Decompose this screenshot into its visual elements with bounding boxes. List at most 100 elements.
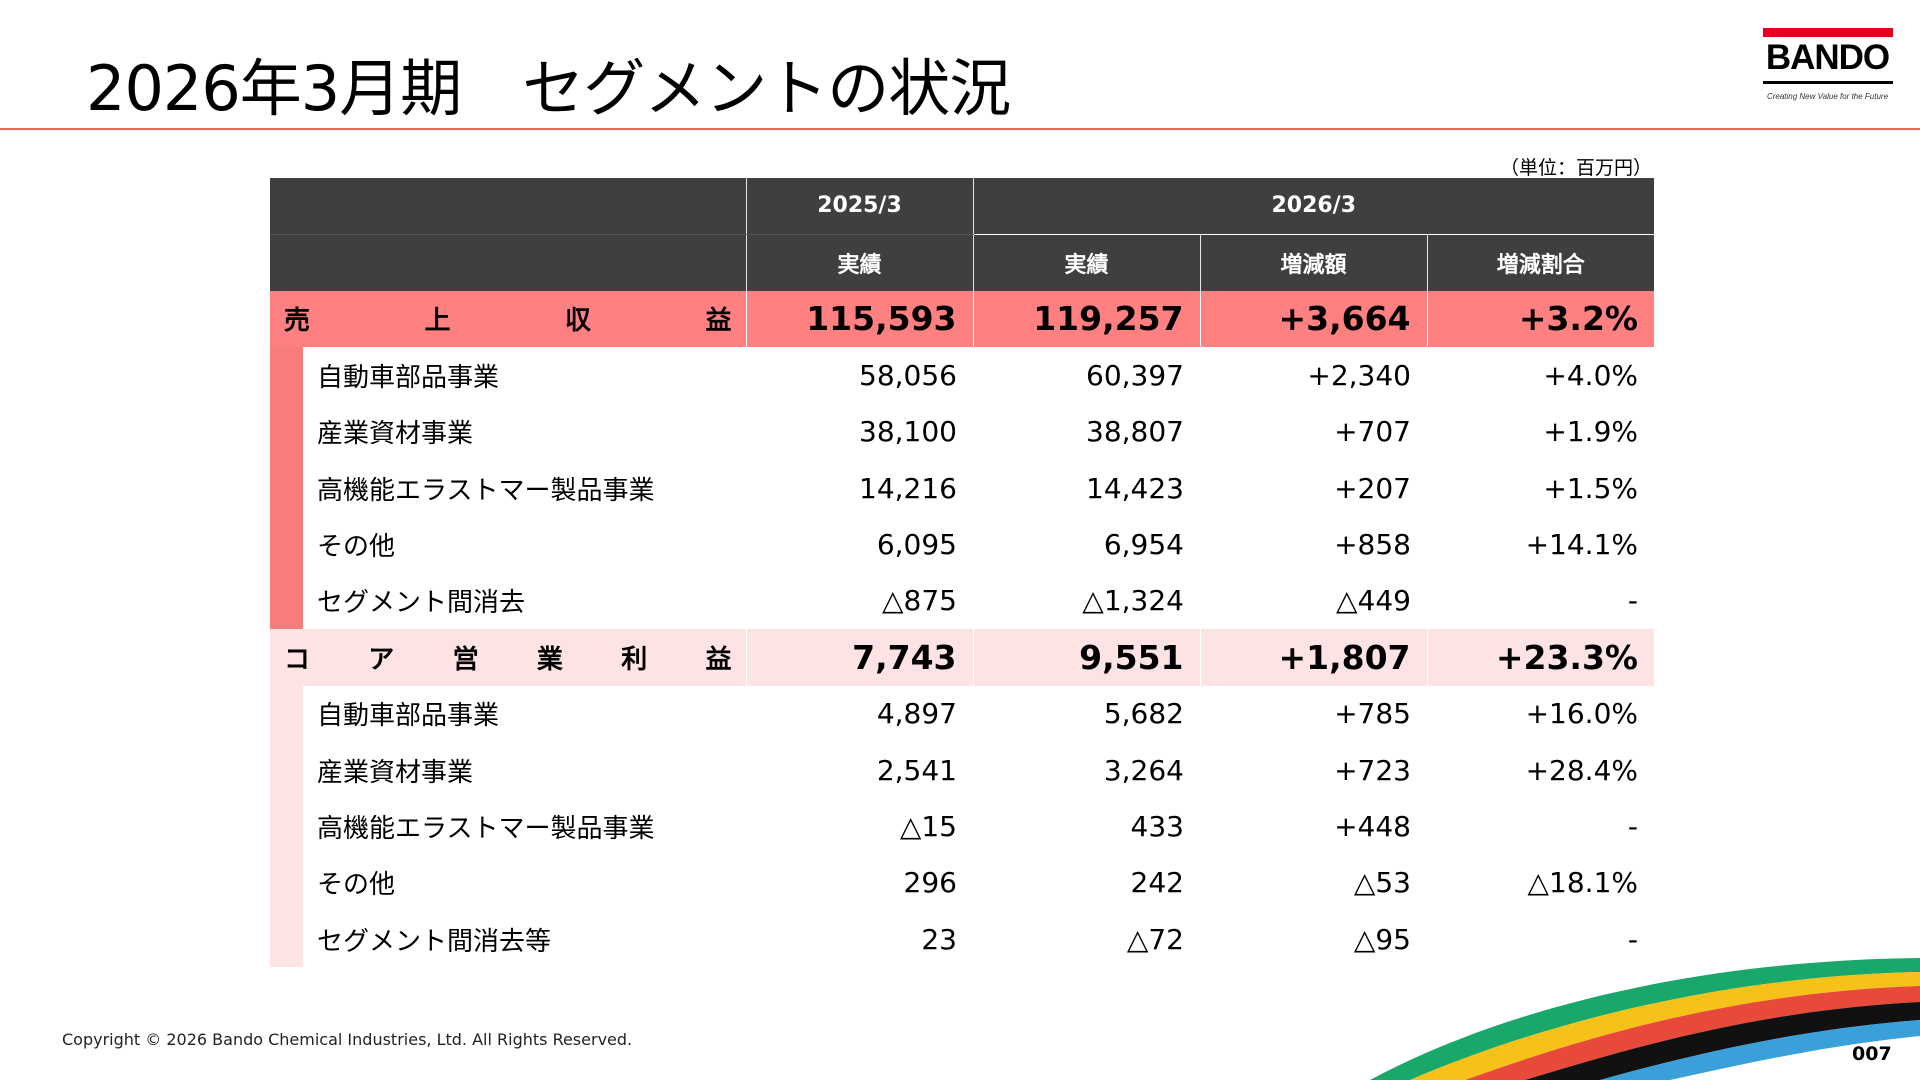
revenue-band	[270, 403, 303, 460]
value-rate: +4.0%	[1543, 358, 1638, 392]
revenue-label-char: 益	[705, 306, 732, 337]
value-rate: +28.4%	[1525, 753, 1638, 787]
revenue-rate: +3.2%	[1426, 290, 1654, 348]
value-change: +2,340	[1307, 358, 1411, 392]
revenue-band	[270, 572, 303, 630]
value-rate: +1.5%	[1543, 471, 1638, 505]
revenue-row: セグメント間消去 △875 △1,324 △449 -	[270, 572, 1654, 630]
revenue-label: 売 上 収 益	[270, 290, 746, 348]
value-prev: △15	[899, 809, 957, 843]
value-curr: 14,423	[1086, 471, 1184, 505]
value-curr: 38,807	[1086, 415, 1184, 449]
brand-swoosh-graphic	[1370, 958, 1920, 1080]
core-profit-label-char: ア	[368, 644, 395, 675]
value-change: △95	[1353, 922, 1411, 956]
value-prev: 6,095	[876, 528, 957, 562]
value-change: +707	[1334, 415, 1411, 449]
revenue-row: 高機能エラストマー製品事業 14,216 14,423 +207 +1.5%	[270, 459, 1654, 517]
core-profit-label-char: 利	[621, 644, 648, 675]
value-change: +207	[1334, 471, 1411, 505]
page-title: 2026年3月期 セグメントの状況	[86, 52, 1011, 125]
bando-logo: BANDO Creating New Value for the Future	[1760, 28, 1895, 108]
header-row-columns: 実績 実績 増減額 増減割合	[270, 234, 1654, 291]
value-curr: △72	[1126, 922, 1184, 956]
title-divider	[0, 128, 1920, 130]
header-prev-actual: 実績	[745, 234, 973, 291]
revenue-label-char: 収	[564, 306, 591, 337]
value-curr: △1,324	[1082, 584, 1184, 618]
core-profit-total-row: コ ア 営 業 利 益 7,743 9,551 +1,807 +23.3%	[270, 629, 1654, 686]
value-prev: 296	[903, 866, 957, 900]
value-rate: -	[1627, 584, 1638, 618]
profit-band	[270, 911, 303, 968]
core-profit-label-char: コ	[284, 644, 311, 675]
profit-band	[270, 854, 303, 912]
value-prev: 23	[921, 922, 957, 956]
core-profit-row: 自動車部品事業 4,897 5,682 +785 +16.0%	[270, 685, 1654, 742]
revenue-curr: 119,257	[972, 290, 1200, 348]
header-row-periods: 2025/3 2026/3	[270, 178, 1654, 235]
core-profit-row: セグメント間消去等 23 △72 △95 -	[270, 911, 1654, 968]
value-change: +858	[1334, 528, 1411, 562]
segment-name: 自動車部品事業	[317, 362, 500, 393]
value-rate: +1.9%	[1543, 415, 1638, 449]
segment-name: 高機能エラストマー製品事業	[317, 475, 655, 506]
core-profit-label-char: 営	[452, 644, 479, 675]
unit-note: （単位：百万円）	[1500, 157, 1653, 179]
value-curr: 242	[1130, 866, 1184, 900]
revenue-label-char: 上	[424, 306, 451, 337]
value-rate: +16.0%	[1525, 697, 1638, 731]
core-profit-change: +1,807	[1199, 629, 1427, 686]
core-profit-label-char: 益	[705, 644, 732, 675]
segment-name: セグメント間消去等	[317, 926, 552, 957]
segment-name: 高機能エラストマー製品事業	[317, 813, 655, 844]
header-blank-2	[270, 234, 746, 291]
value-prev: △875	[882, 584, 957, 618]
value-prev: 4,897	[876, 697, 957, 731]
logo-wordmark: BANDO	[1765, 38, 1890, 77]
revenue-total-row: 売 上 収 益 115,593 119,257 +3,664 +3.2%	[270, 290, 1654, 348]
revenue-label-char: 売	[284, 306, 311, 337]
value-change: △53	[1353, 866, 1411, 900]
value-change: +785	[1334, 697, 1411, 731]
core-profit-rate: +23.3%	[1426, 629, 1654, 686]
header-blank	[270, 178, 746, 235]
revenue-row: その他 6,095 6,954 +858 +14.1%	[270, 516, 1654, 573]
revenue-change: +3,664	[1199, 290, 1427, 348]
profit-band	[270, 685, 303, 742]
core-profit-label-char: 業	[536, 644, 563, 675]
profit-band	[270, 798, 303, 855]
header-change-rate: 増減割合	[1426, 234, 1654, 291]
value-rate: -	[1627, 922, 1638, 956]
segment-name: セグメント間消去	[317, 588, 526, 619]
segment-name: 自動車部品事業	[317, 701, 500, 732]
value-rate: -	[1627, 809, 1638, 843]
segment-name: その他	[317, 532, 396, 563]
header-period-prev: 2025/3	[745, 178, 973, 235]
copyright-text: Copyright © 2026 Bando Chemical Industri…	[62, 1030, 633, 1049]
logo-underline	[1763, 81, 1893, 84]
value-change: +448	[1334, 809, 1411, 843]
core-profit-prev: 7,743	[745, 629, 973, 686]
value-prev: 38,100	[859, 415, 957, 449]
value-curr: 433	[1130, 809, 1184, 843]
revenue-row: 産業資材事業 38,100 38,807 +707 +1.9%	[270, 403, 1654, 460]
core-profit-row: 高機能エラストマー製品事業 △15 433 +448 -	[270, 798, 1654, 855]
header-curr-actual: 実績	[972, 234, 1200, 291]
revenue-prev: 115,593	[745, 290, 973, 348]
value-prev: 14,216	[859, 471, 957, 505]
core-profit-row: 産業資材事業 2,541 3,264 +723 +28.4%	[270, 741, 1654, 799]
value-curr: 5,682	[1103, 697, 1184, 731]
value-curr: 3,264	[1103, 753, 1184, 787]
revenue-band	[270, 347, 303, 404]
logo-red-bar	[1763, 28, 1893, 37]
value-curr: 6,954	[1103, 528, 1184, 562]
profit-band	[270, 741, 303, 799]
segment-name: 産業資材事業	[317, 757, 474, 788]
segment-table: 2025/3 2026/3 実績 実績 増減額 増減割合 売 上 収 益 115…	[270, 178, 1654, 968]
value-change: +723	[1334, 753, 1411, 787]
page-number: 007	[1852, 1043, 1892, 1065]
value-change: △449	[1336, 584, 1411, 618]
core-profit-label: コ ア 営 業 利 益	[270, 629, 746, 686]
value-rate: △18.1%	[1527, 866, 1638, 900]
